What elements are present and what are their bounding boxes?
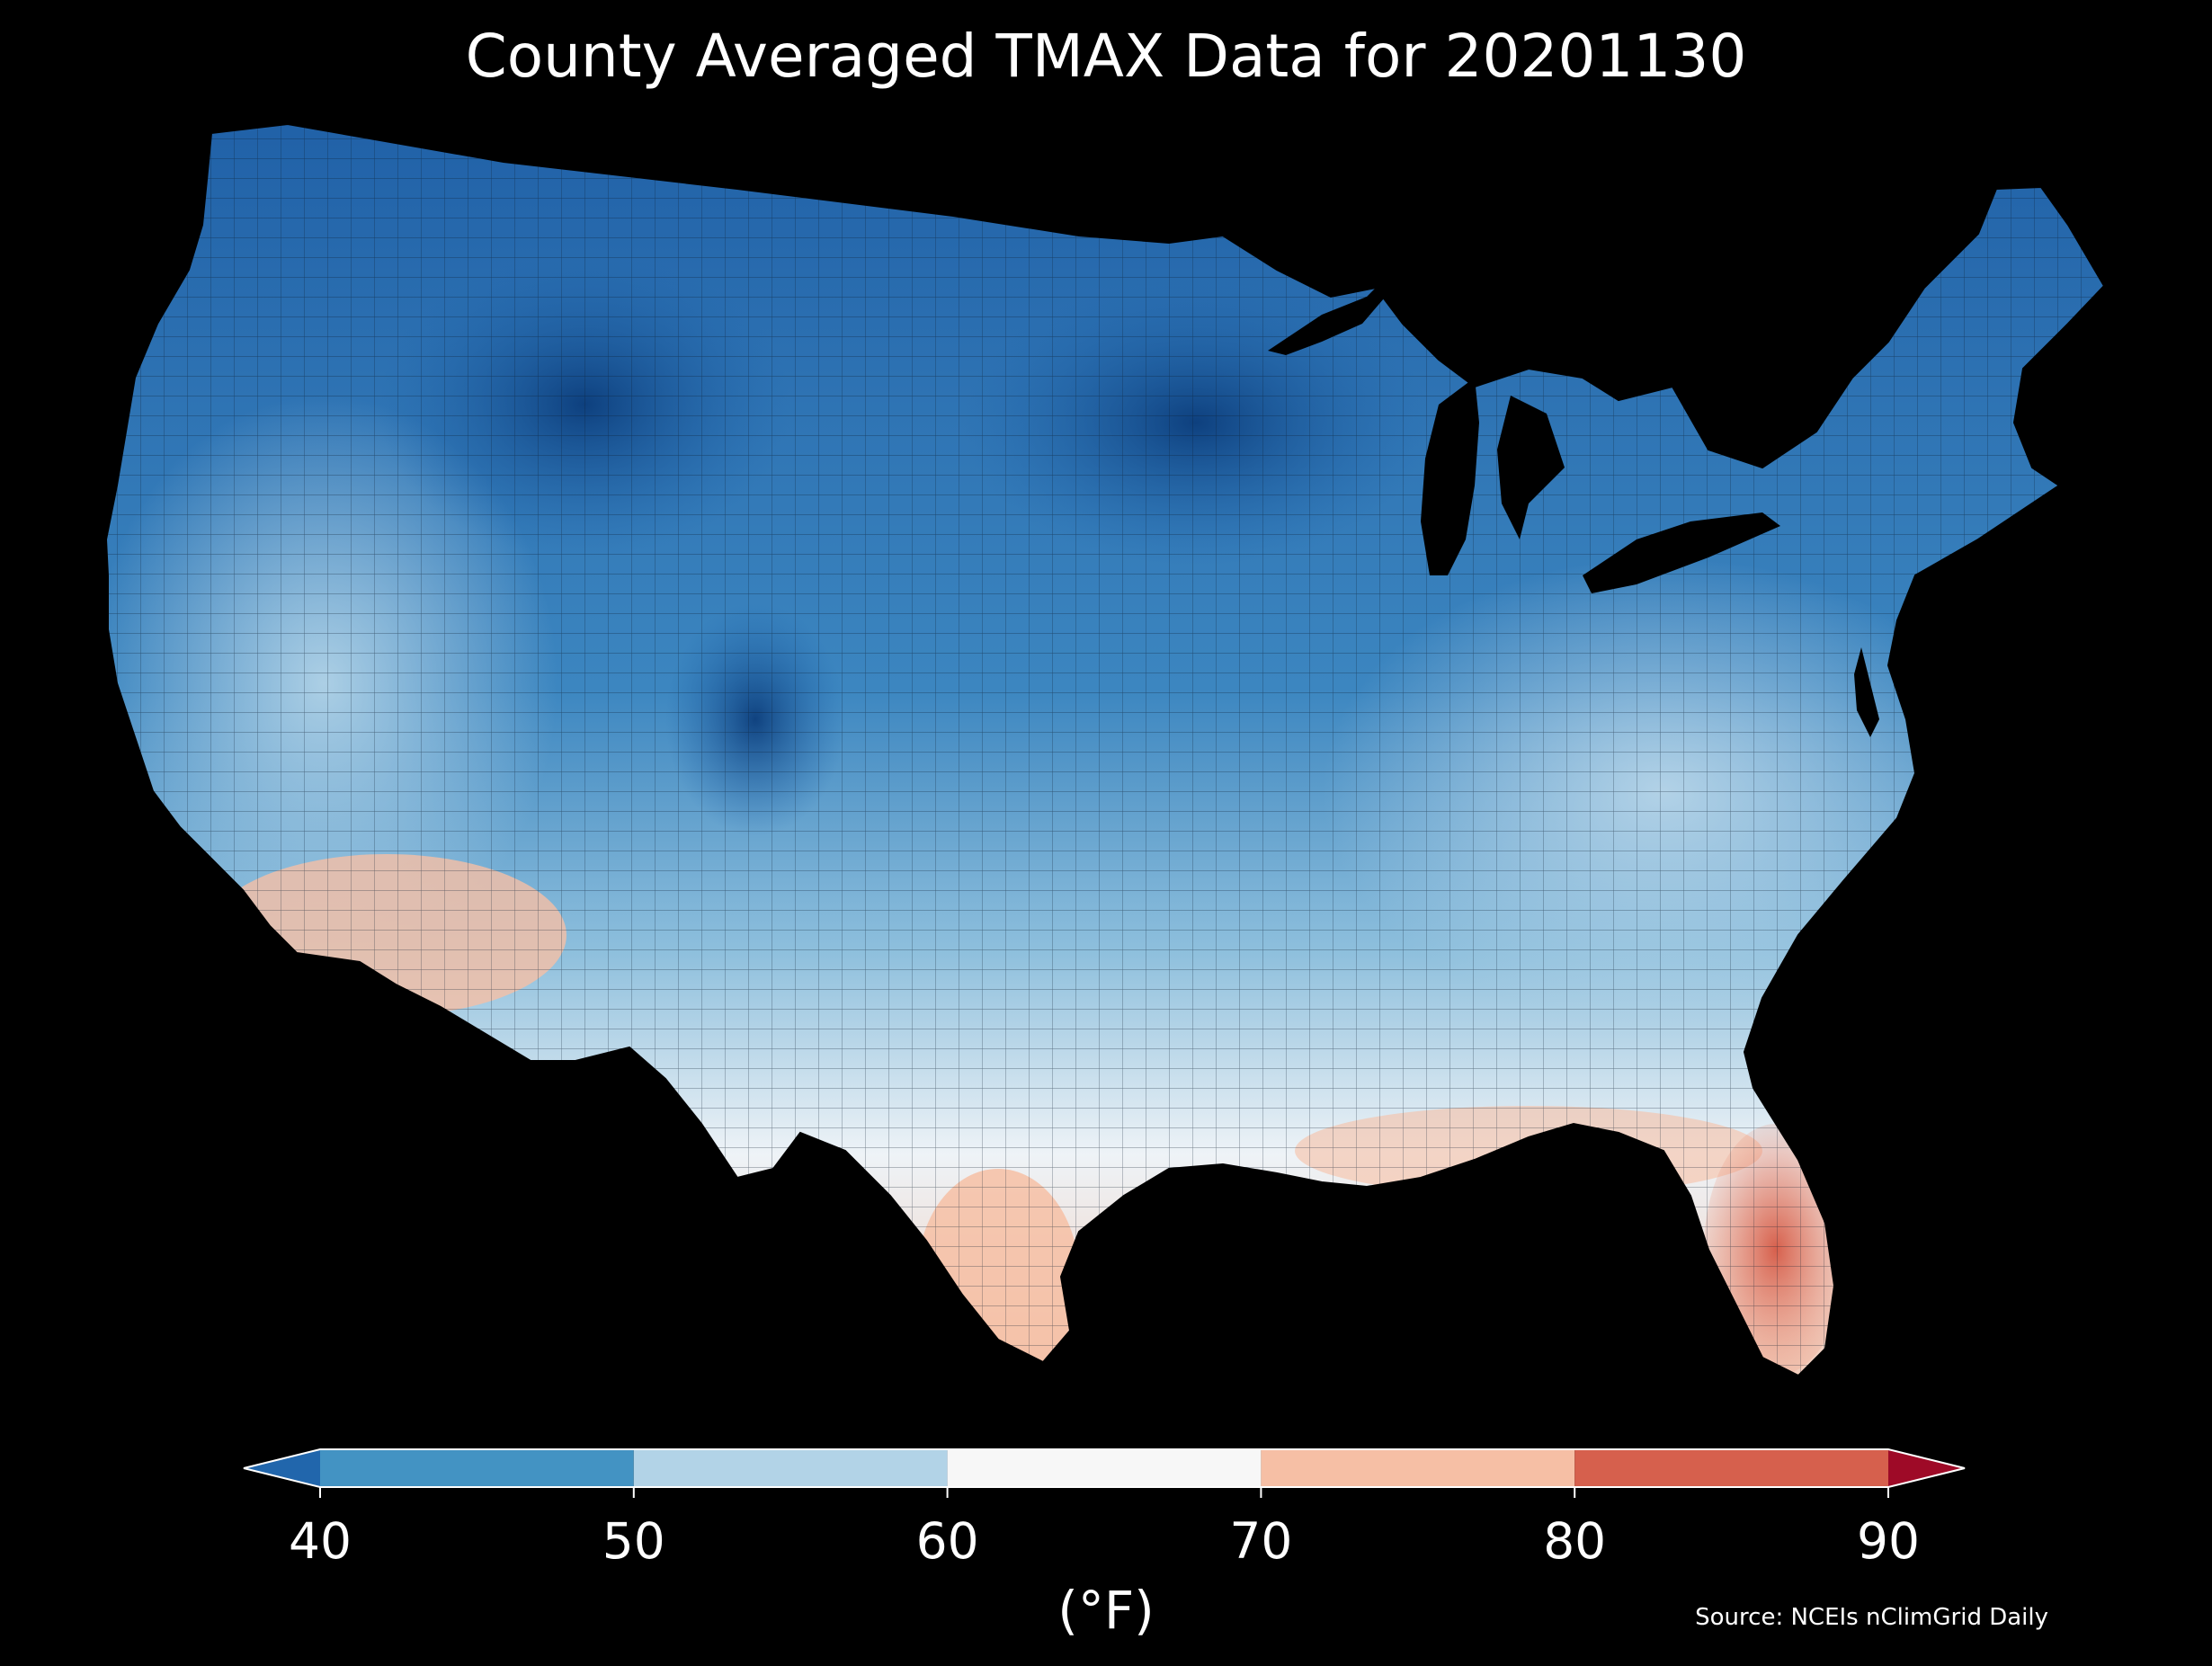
colorbar-tick-label: 50 [602,1512,665,1570]
colorbar-tick-label: 80 [1543,1512,1607,1570]
lake-huron [1497,396,1565,539]
colorbar-bin [320,1449,634,1487]
colorbar-bin [1261,1449,1575,1487]
source-attribution: Source: NCEIs nClimGrid Daily [1695,1604,2048,1631]
colorbar-tick-label: 70 [1229,1512,1293,1570]
lake-erie-ontario [1583,512,1780,593]
colorbar-tick-label: 40 [289,1512,352,1570]
colorbar-bin [633,1449,948,1487]
chesapeake-bay [1854,647,1879,737]
lake-superior [1268,279,1389,355]
colorbar-bin [1574,1449,1888,1487]
colorbar-extend-max [1888,1449,1965,1487]
colorbar-tick-label: 90 [1857,1512,1920,1570]
colorbar-unit-label: (°F) [1057,1580,1155,1641]
lake-michigan [1421,378,1479,575]
map-title: County Averaged TMAX Data for 20201130 [465,22,1747,91]
colorbar-tick-label: 60 [915,1512,979,1570]
colorbar-bin [947,1449,1262,1487]
colorbar-extend-min [244,1449,320,1487]
